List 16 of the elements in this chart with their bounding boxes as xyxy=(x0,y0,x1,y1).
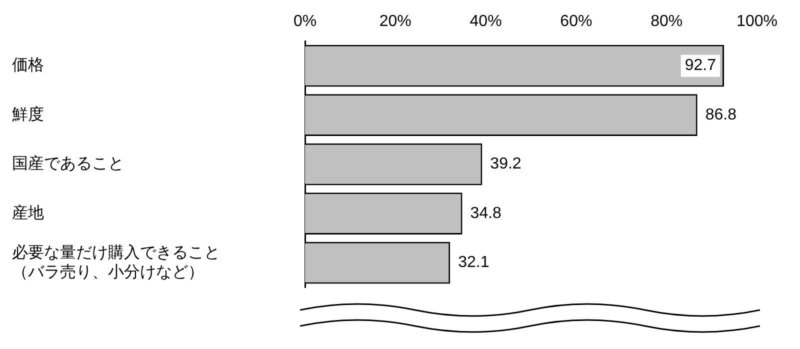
x-tick-label: 20% xyxy=(379,13,412,30)
data-label: 86.8 xyxy=(705,106,737,124)
data-label: 92.7 xyxy=(684,57,716,74)
data-label: 32.1 xyxy=(458,254,490,272)
y-tick-label: 産地 xyxy=(12,204,44,222)
y-tick-label: 国産であること xyxy=(12,154,124,173)
x-tick-label: 60% xyxy=(560,13,592,30)
y-tick-label: 鮮度 xyxy=(12,105,44,124)
data-label: 34.8 xyxy=(470,204,502,222)
x-tick-label: 0% xyxy=(293,13,317,30)
y-tick-label: 価格 xyxy=(12,57,44,74)
x-tick-label: 100% xyxy=(736,13,778,30)
data-label: 39.2 xyxy=(490,156,522,173)
x-tick-label: 40% xyxy=(470,13,502,30)
y-tick-label: 必要な量だけ購入できること（バラ売り、小分けなど） xyxy=(12,244,220,281)
x-tick-label: 80% xyxy=(650,13,683,30)
